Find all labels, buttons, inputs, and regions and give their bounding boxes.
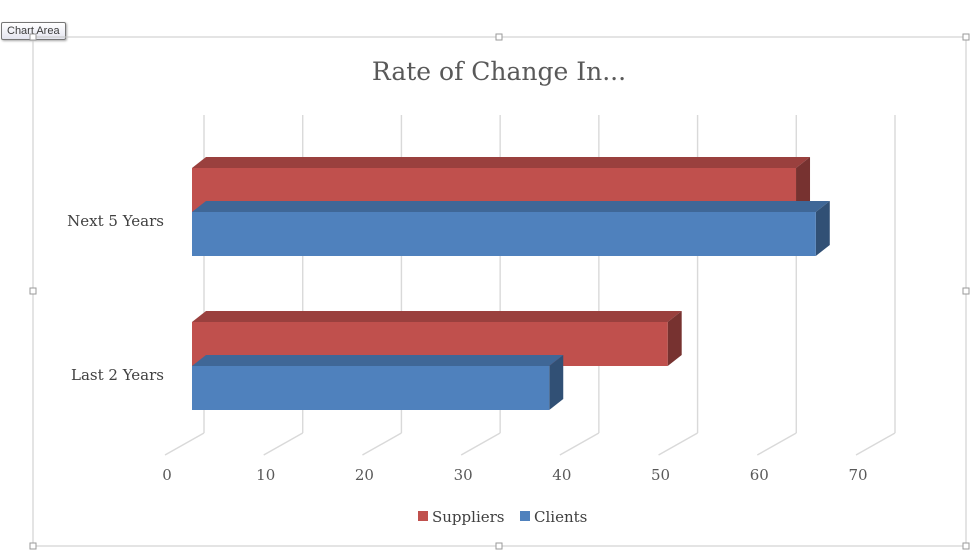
bar-top-face <box>192 157 811 168</box>
legend[interactable]: Suppliers Clients <box>418 508 587 526</box>
floor-line-7 <box>855 432 896 456</box>
legend-item-clients[interactable]: Clients <box>520 508 587 526</box>
floor-line-4 <box>559 432 600 456</box>
resize-handle-left[interactable] <box>29 287 37 295</box>
floor-line-2 <box>362 432 402 456</box>
bar-top-face <box>192 201 830 212</box>
bar-front-face <box>192 366 550 410</box>
category-label-0: Last 2 Years <box>71 366 164 384</box>
bar-clients-0[interactable] <box>192 355 564 410</box>
x-axis-ticks: 0 10 20 30 40 50 60 70 <box>162 466 867 484</box>
floor-line-5 <box>658 432 698 456</box>
y-axis-categories: Last 2 Years Next 5 Years <box>67 212 164 384</box>
bar-front-face <box>192 212 816 256</box>
resize-handle-bottom[interactable] <box>495 542 503 550</box>
resize-handle-bottom-right[interactable] <box>962 542 970 550</box>
x-tick-label-5: 50 <box>651 466 670 484</box>
legend-label: Clients <box>534 508 587 526</box>
x-tick-label-2: 20 <box>355 466 374 484</box>
resize-handle-top-left[interactable] <box>29 33 37 41</box>
resize-handle-top[interactable] <box>495 33 503 41</box>
resize-handle-top-right[interactable] <box>962 33 970 41</box>
x-tick-label-7: 70 <box>848 466 867 484</box>
category-label-1: Next 5 Years <box>67 212 164 230</box>
floor-line-3 <box>460 432 501 456</box>
x-tick-label-0: 0 <box>162 466 172 484</box>
legend-swatch <box>418 511 428 521</box>
x-tick-label-3: 30 <box>454 466 473 484</box>
resize-handles[interactable] <box>29 33 970 550</box>
bar-top-face <box>192 355 564 366</box>
floor-line-6 <box>756 432 797 456</box>
x-tick-label-1: 10 <box>256 466 275 484</box>
bar-side-face <box>667 311 682 366</box>
chart-title[interactable]: Rate of Change In... <box>372 57 626 86</box>
floor-line-1 <box>263 432 304 456</box>
legend-label: Suppliers <box>432 508 504 526</box>
legend-item-suppliers[interactable]: Suppliers <box>418 508 504 526</box>
bar-side-face <box>815 201 830 256</box>
x-tick-label-4: 40 <box>552 466 571 484</box>
bar-top-face <box>192 311 682 322</box>
bar-side-face <box>796 157 811 212</box>
resize-handle-bottom-left[interactable] <box>29 542 37 550</box>
legend-swatch <box>520 511 530 521</box>
plot-bars[interactable] <box>192 157 830 410</box>
floor-line-0 <box>164 432 205 456</box>
resize-handle-right[interactable] <box>962 287 970 295</box>
bar-clients-1[interactable] <box>192 201 830 256</box>
bar-side-face <box>549 355 564 410</box>
x-tick-label-6: 60 <box>750 466 769 484</box>
